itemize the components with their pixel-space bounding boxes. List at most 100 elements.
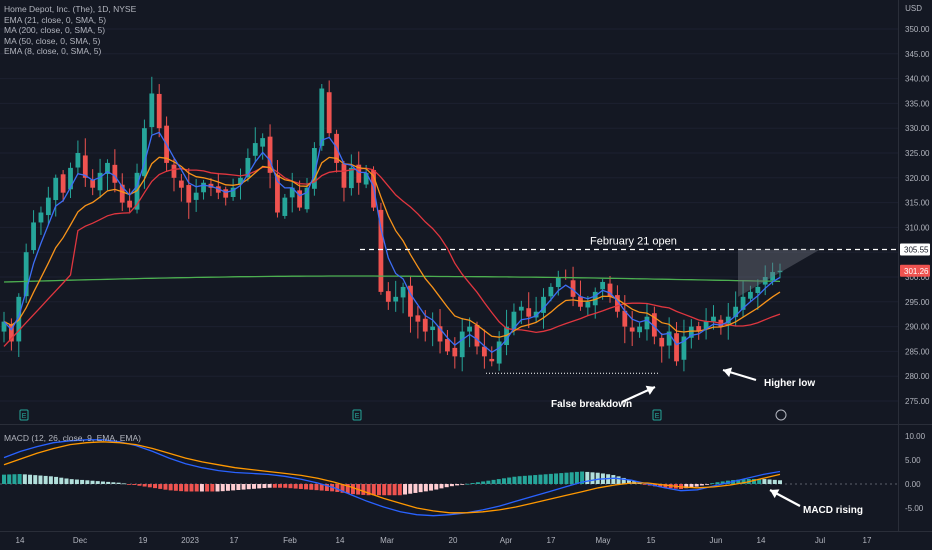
legend-ema21[interactable]: EMA (21, close, 0, SMA, 5) (4, 14, 107, 25)
candle-body (60, 174, 66, 193)
macd-histogram-bar (455, 484, 460, 486)
macd-histogram-bar (376, 484, 381, 496)
time-tick-label: Apr (500, 536, 513, 545)
macd-histogram-bar (663, 484, 668, 488)
macd-histogram-bar (142, 484, 147, 487)
macd-histogram-bar (392, 484, 397, 496)
macd-histogram-bar (350, 484, 355, 495)
candle-body (445, 339, 450, 352)
macd-legend[interactable]: MACD (12, 26, close, 9, EMA, EMA) (4, 433, 141, 443)
legend-ma200[interactable]: MA (200, close, 0, SMA, 5) (4, 25, 106, 35)
macd-histogram-bar (158, 484, 163, 489)
macd-histogram-bar (684, 484, 689, 489)
candle-body (622, 310, 628, 327)
candle-body (252, 143, 258, 156)
macd-histogram-bar (501, 478, 506, 484)
macd-histogram-bar (658, 484, 663, 488)
macd-histogram-bar (220, 484, 225, 492)
macd-histogram-bar (413, 484, 418, 493)
legend-ema8[interactable]: EMA (8, close, 0, SMA, 5) (4, 46, 102, 56)
annotation-macd-rising: MACD rising (803, 505, 863, 516)
macd-histogram-bar (267, 484, 272, 488)
candle-body (711, 316, 716, 322)
macd-histogram-bar (449, 484, 454, 487)
macd-histogram-bar (642, 484, 647, 485)
macd-histogram-bar (757, 479, 762, 484)
macd-histogram-bar (184, 484, 189, 492)
event-marker-icon[interactable] (775, 409, 787, 421)
macd-histogram-bar (554, 473, 559, 484)
macd-histogram-bar (595, 472, 600, 484)
candle-body (38, 212, 44, 223)
time-tick-label: Dec (73, 536, 87, 545)
candle-body (378, 209, 384, 292)
earnings-marker-icon[interactable]: E (652, 409, 662, 421)
legend-ma50[interactable]: MA (50, close, 0, SMA, 5) (4, 35, 101, 46)
macd-histogram-bar (345, 484, 350, 494)
candle-body (400, 286, 406, 298)
time-tick-label: 17 (547, 536, 556, 545)
candle-body (149, 93, 155, 128)
macd-histogram-bar (574, 471, 579, 484)
macd-histogram-bar (397, 484, 402, 496)
candle-body (275, 174, 280, 213)
price-tick-label: 340.00 (905, 75, 930, 84)
macd-histogram-bar (767, 479, 772, 484)
macd-histogram-bar (366, 484, 371, 496)
earnings-marker-letter: E (655, 413, 660, 420)
time-tick-label: 14 (336, 536, 345, 545)
candle-body (267, 136, 273, 173)
macd-histogram-bar (168, 484, 173, 491)
earnings-marker-frame (352, 409, 362, 421)
macd-histogram-bar (43, 475, 48, 484)
candle-body (82, 155, 88, 178)
candle-body (585, 301, 591, 308)
candle-body (644, 316, 650, 330)
macd-histogram-bar (38, 475, 43, 484)
macd-tick-label: 5.00 (905, 456, 921, 465)
candle-body (748, 291, 753, 299)
macd-histogram-bar (778, 480, 782, 484)
macd-histogram-bar (64, 478, 69, 484)
candle-body (570, 280, 576, 297)
macd-histogram-bar (694, 484, 699, 487)
earnings-marker-icon[interactable]: E (19, 409, 29, 421)
candle-body (23, 252, 29, 297)
candle-body (725, 316, 731, 324)
macd-histogram-bar (439, 484, 444, 489)
candle-body (319, 88, 325, 146)
candle-body (437, 326, 443, 342)
candle-body (289, 187, 295, 198)
last-price-tag-bg (900, 264, 930, 277)
macd-histogram (2, 471, 782, 496)
macd-histogram-bar (371, 484, 376, 496)
annotation-february-21-open: February 21 open (590, 235, 677, 247)
macd-histogram-bar (429, 484, 434, 491)
macd-histogram-bar (106, 481, 111, 484)
macd-histogram-bar (507, 477, 512, 484)
earnings-marker-letter: E (22, 413, 27, 420)
macd-histogram-bar (257, 484, 262, 489)
macd-histogram-bar (705, 484, 710, 485)
earnings-marker-icon[interactable]: E (352, 409, 362, 421)
macd-histogram-bar (111, 482, 116, 484)
macd-histogram-bar (465, 483, 470, 485)
macd-histogram-bar (215, 484, 220, 492)
candle-body (186, 185, 192, 203)
macd-histogram-bar (324, 484, 329, 491)
macd-histogram-bar (262, 484, 267, 489)
candle-body (326, 92, 332, 134)
resistance-price-tag: 305.55 (904, 245, 929, 254)
macd-histogram-bar (340, 484, 345, 493)
candle-body (8, 324, 14, 342)
candle-body (31, 222, 36, 251)
candle-body (666, 331, 672, 346)
candle-body (474, 324, 480, 347)
macd-histogram-bar (7, 474, 12, 484)
macd-histogram-bar (241, 484, 246, 490)
time-tick-label: 14 (757, 536, 766, 545)
candle-body (511, 311, 517, 331)
macd-histogram-bar (475, 482, 480, 484)
candle-body (674, 333, 679, 362)
